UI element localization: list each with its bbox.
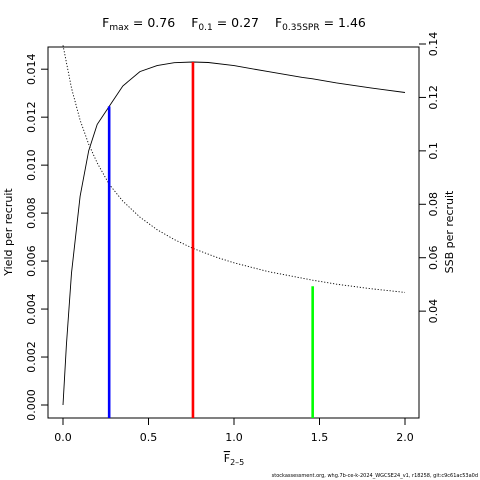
y-left-tick-label: 0.004 (25, 293, 38, 325)
y-right-tick-label: 0.1 (427, 142, 440, 160)
ssb-per-recruit-line (62, 45, 406, 293)
footer-text: stockassessment.org, whg.7b-ce-k-2024_WG… (272, 473, 478, 479)
y-left-tick-label: 0.008 (25, 197, 38, 229)
x-axis-title-sub: 2–5 (230, 458, 244, 467)
chart-title: Fmax = 0.76 F0.1 = 0.27 F0.35SPR = 1.46 (102, 15, 366, 33)
yield-per-recruit-line (62, 61, 406, 406)
title-fspr-value: = 1.46 (320, 15, 366, 30)
y-left-tick-label: 0.002 (25, 341, 38, 373)
y-left-tick-label: 0.000 (25, 389, 38, 421)
y-left-tick-label: 0.012 (25, 101, 38, 133)
y-right-tick-label: 0.08 (427, 192, 440, 217)
y-axis-right-title: SSB per recruit (443, 190, 456, 273)
title-fspr-sub: 0.35SPR (282, 23, 319, 33)
title-f01-sub: 0.1 (198, 23, 212, 33)
x-tick-label: 1.0 (225, 431, 243, 444)
y-right-tick-label: 0.12 (427, 85, 440, 110)
title-fmax-label: F (102, 15, 109, 30)
title-fspr-label: F (275, 15, 282, 30)
y-left-tick-label: 0.010 (25, 149, 38, 181)
series-group (62, 45, 406, 406)
x-tick-label: 1.5 (311, 431, 329, 444)
x-axis-title: F2–5 (224, 452, 245, 467)
y-left-tick-label: 0.014 (25, 53, 38, 85)
y-right-tick-label: 0.06 (427, 245, 440, 270)
plot-frame (47, 46, 420, 419)
x-tick-label: 2.0 (396, 431, 414, 444)
y-axis-left: 0.000 0.002 0.004 0.006 0.008 0.010 0.012 0.014 (25, 53, 48, 421)
y-right-tick-label: 0.04 (427, 299, 440, 324)
x-axis: 0.0 0.5 1.0 1.5 2.0 (54, 418, 414, 444)
y-right-tick-label: 0.14 (427, 32, 440, 57)
reference-lines (107, 62, 314, 418)
title-f01-label: F (191, 15, 198, 30)
y-axis-left-title: Yield per recruit (2, 188, 15, 277)
y-left-tick-label: 0.006 (25, 245, 38, 277)
title-f01-value: = 0.27 (213, 15, 259, 30)
x-tick-label: 0.0 (54, 431, 72, 444)
y-axis-right: 0.04 0.06 0.08 0.1 0.12 0.14 (419, 32, 440, 324)
title-fmax-value: = 0.76 (129, 15, 175, 30)
x-tick-label: 0.5 (140, 431, 158, 444)
title-fmax-sub: max (109, 23, 129, 33)
x-axis-title-main: F (224, 452, 230, 465)
